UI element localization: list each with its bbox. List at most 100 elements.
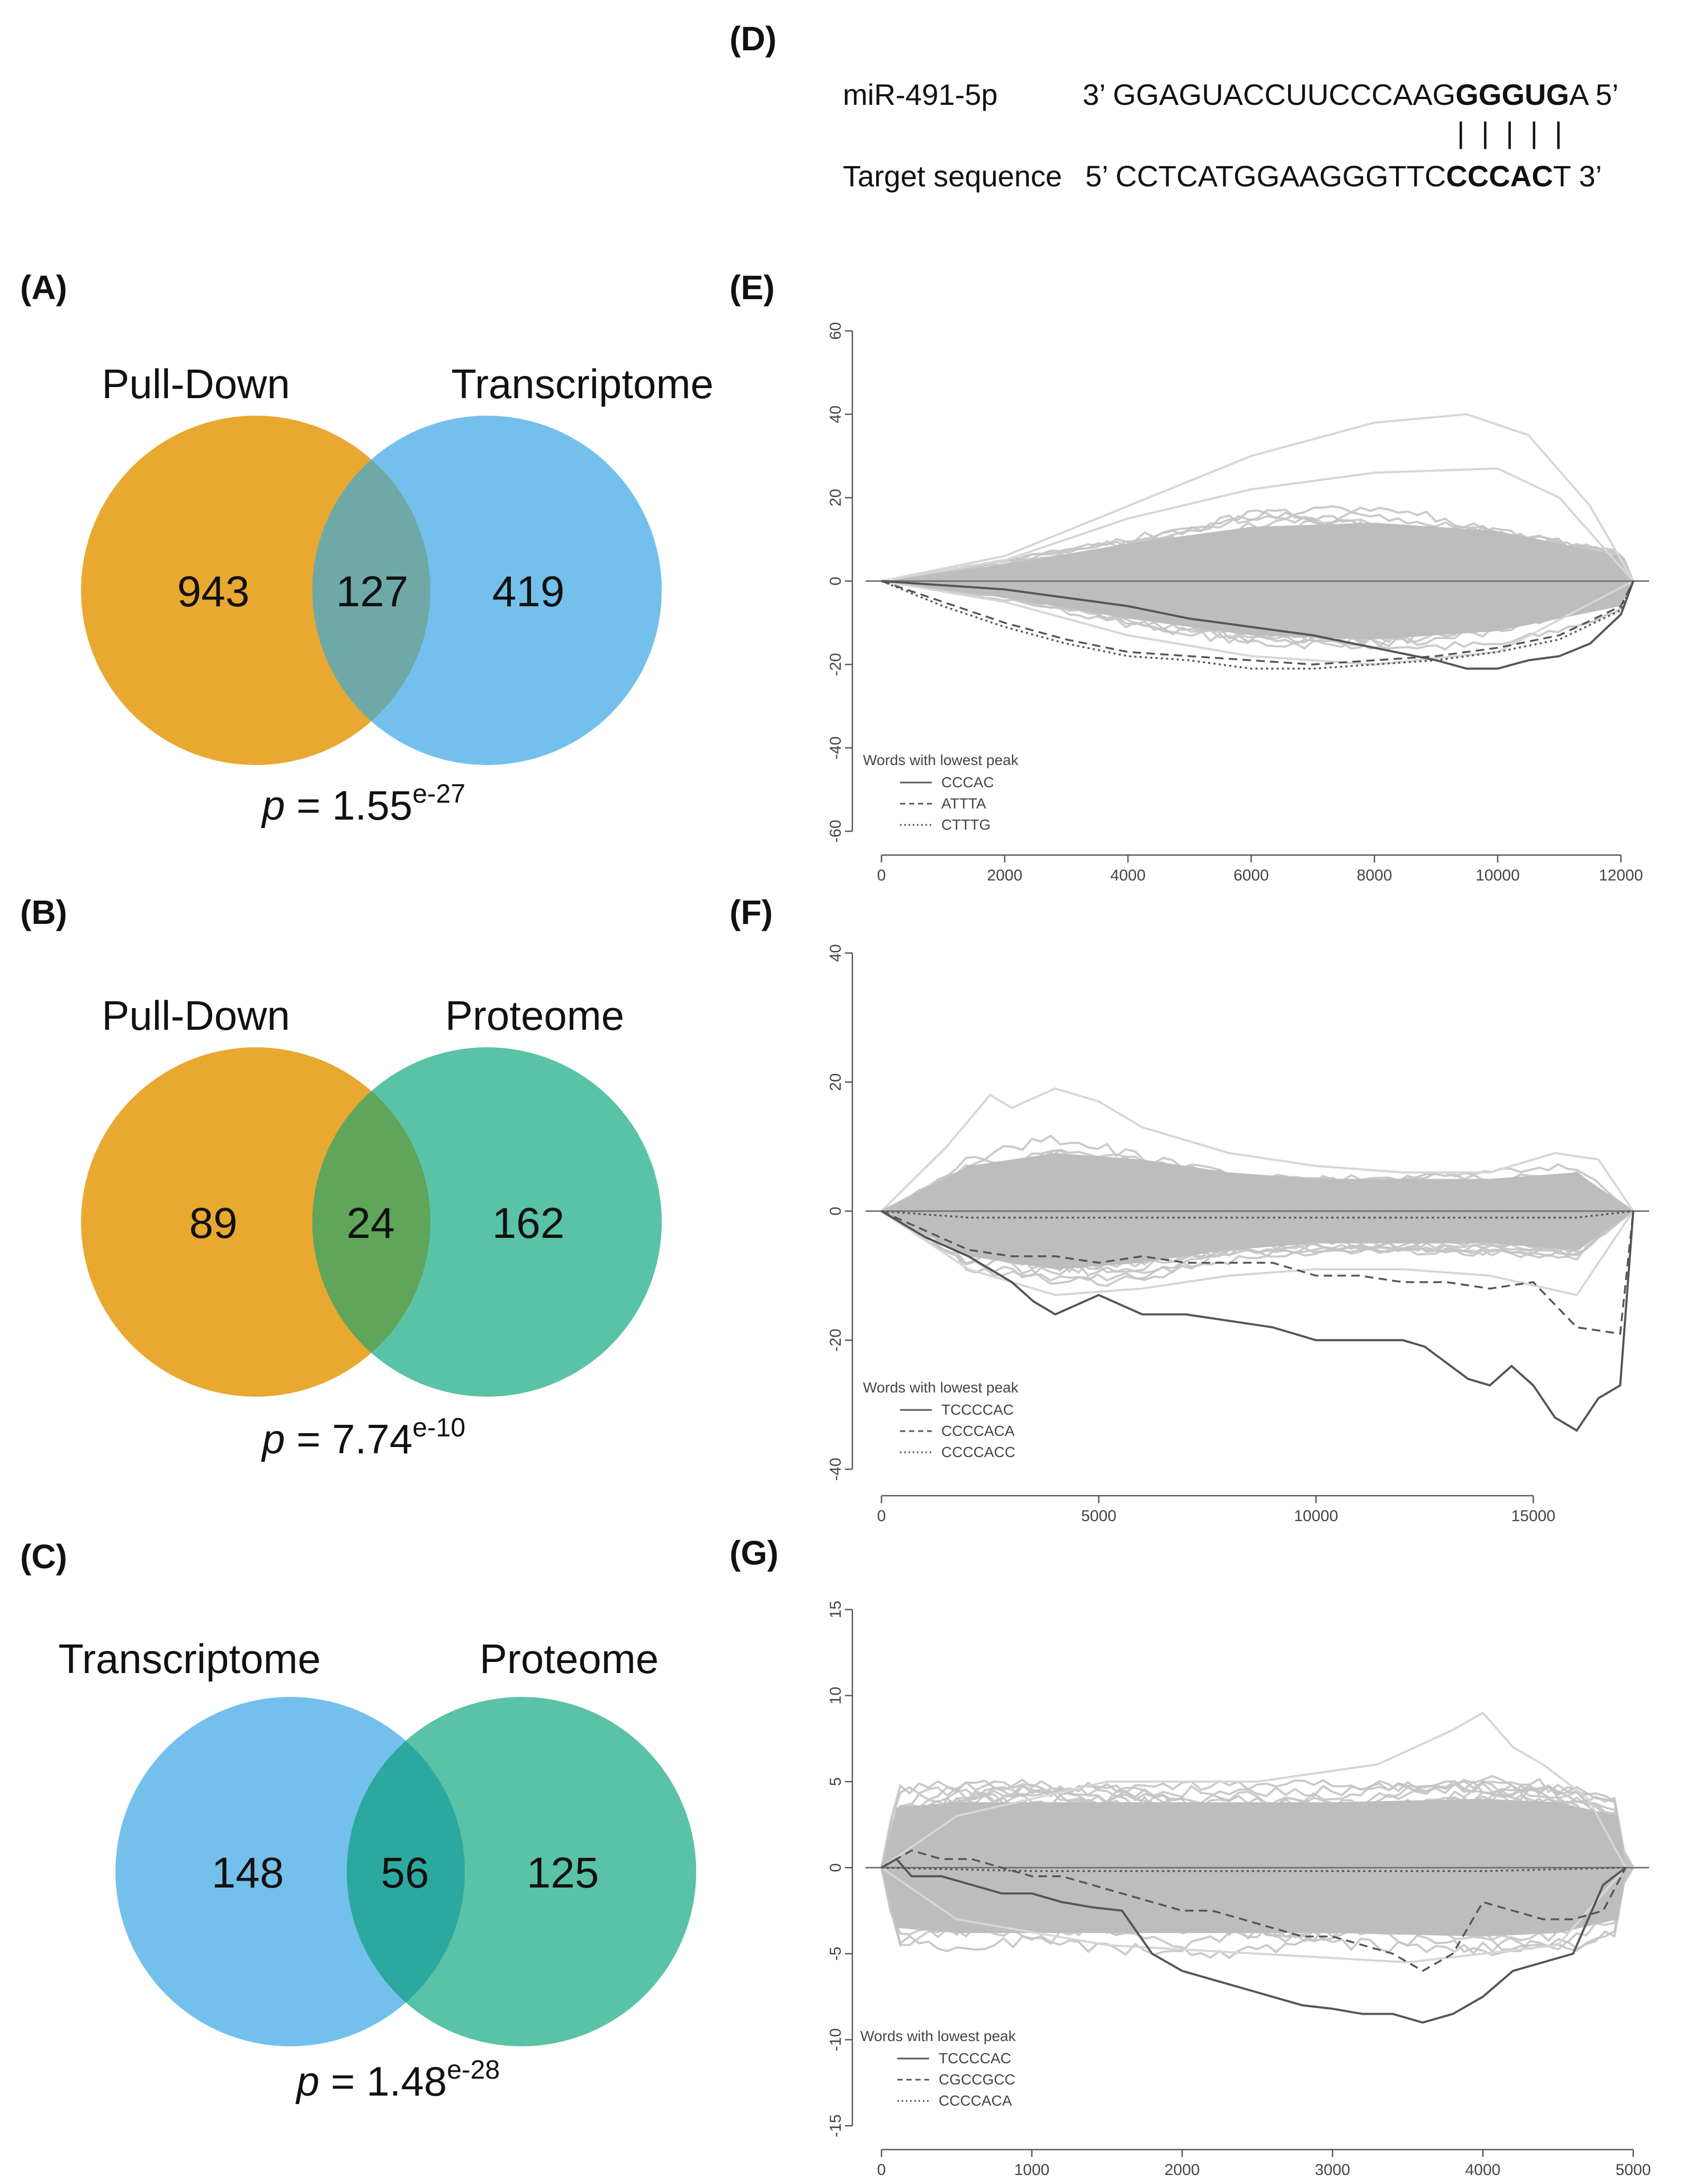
mirna-sequence: 3’ GGAGUACCUUCCCAAGGGGUGA 5’ xyxy=(1083,78,1618,111)
venn-c-right-label: Proteome xyxy=(480,1635,659,1682)
background-extreme-line xyxy=(880,1711,1627,1869)
x-tick-label: 5000 xyxy=(1081,1507,1117,1525)
running-sum-plot-e: (E) -60 -40 -20 0 20 40 60 0 2000 4000 6000 8000 100… xyxy=(730,268,1649,884)
series-line-tccccac xyxy=(881,1857,1627,2024)
venn-panel-a: (A) Pull-Down Transcriptome 943 127 419 … xyxy=(20,268,714,829)
venn-a-left-count: 943 xyxy=(177,568,250,616)
venn-panel-b: (B) Pull-Down Proteome 89 24 162 p = 7.7… xyxy=(20,893,662,1462)
series-line-tccccac xyxy=(880,1210,1634,1432)
x-tick-label: 8000 xyxy=(1357,867,1392,884)
venn-c-left-label: Transcriptome xyxy=(58,1635,321,1682)
target-name: Target sequence xyxy=(843,159,1062,193)
background-random-walks-f xyxy=(880,1087,1634,1297)
x-tick-label: 10000 xyxy=(1294,1507,1338,1525)
legend-entry: TCCCCAC xyxy=(941,1401,1014,1418)
series-line-attta xyxy=(881,580,1634,666)
series-line-ccccacc xyxy=(881,1210,1634,1219)
panel-label-c: (C) xyxy=(20,1538,67,1576)
seed-pairing-bars: | | | | | xyxy=(1457,116,1567,149)
y-tick-label: -60 xyxy=(827,820,844,842)
venn-c-right-count: 125 xyxy=(527,1849,599,1897)
x-tick-label: 0 xyxy=(877,2161,886,2179)
y-tick-label: 20 xyxy=(827,1073,844,1091)
venn-b-p-value: p = 7.74e-10 xyxy=(261,1413,465,1462)
series-line-ctttg xyxy=(881,580,1634,670)
y-tick-label: 40 xyxy=(827,944,844,961)
venn-panel-c: (C) Transcriptome Proteome 148 56 125 p … xyxy=(20,1538,696,2105)
panel-label-a: (A) xyxy=(20,268,67,307)
y-tick-label: 60 xyxy=(827,322,844,339)
mirna-name: miR-491-5p xyxy=(843,78,998,111)
legend-entry: TCCCCAC xyxy=(939,2050,1011,2066)
series-line-ccccaca xyxy=(881,1866,1626,1872)
background-random-walks-g xyxy=(880,1711,1634,1964)
y-tick-label: -40 xyxy=(827,1458,844,1480)
venn-c-p-value: p = 1.48e-28 xyxy=(295,2055,500,2105)
y-tick-label: 10 xyxy=(827,1687,844,1704)
y-tick-label: 5 xyxy=(827,1777,844,1786)
y-tick-label: 0 xyxy=(827,1863,844,1872)
venn-a-right-count: 419 xyxy=(492,568,565,616)
y-tick-label: 15 xyxy=(827,1601,844,1618)
y-tick-label: -20 xyxy=(827,653,844,676)
legend-f: Words with lowest peak TCCCCAC CCCCACA CCCC… xyxy=(863,1379,1019,1460)
legend-entry: CCCCACC xyxy=(941,1444,1015,1460)
y-tick-label: 20 xyxy=(827,489,844,506)
x-tick-label: 3000 xyxy=(1315,2161,1351,2179)
panel-label-g: (G) xyxy=(730,1534,778,1572)
venn-a-overlap-region xyxy=(312,459,430,722)
target-sequence: 5’ CCTCATGGAAGGGTTCCCCACT 3’ xyxy=(1085,159,1602,193)
venn-b-left-label: Pull-Down xyxy=(102,992,290,1039)
background-extreme-line xyxy=(880,1866,1627,1964)
panel-label-d: (D) xyxy=(730,20,777,58)
y-tick-label: 0 xyxy=(827,577,844,586)
legend-entry: CCCCACA xyxy=(939,2092,1012,2109)
x-tick-label: 4000 xyxy=(1465,2161,1501,2179)
background-extreme-line xyxy=(881,580,1634,666)
venn-a-p-value: p = 1.55e-27 xyxy=(261,779,465,829)
panel-label-f: (F) xyxy=(730,893,773,931)
venn-b-left-count: 89 xyxy=(189,1199,237,1247)
background-extreme-line xyxy=(881,467,1634,582)
background-extreme-line xyxy=(881,413,1634,582)
series-line-ccccaca xyxy=(881,1210,1634,1335)
x-tick-label: 0 xyxy=(877,1507,886,1525)
legend-entry: CGCCGCC xyxy=(939,2071,1015,2088)
legend-title: Words with lowest peak xyxy=(860,2028,1016,2044)
venn-a-right-label: Transcriptome xyxy=(451,361,714,407)
x-tick-label: 15000 xyxy=(1511,1507,1555,1525)
venn-c-left-count: 148 xyxy=(212,1849,284,1897)
series-line-cgccgcc xyxy=(881,1849,1627,1972)
y-tick-label: 40 xyxy=(827,406,844,423)
legend-e: Words with lowest peak CCCAC ATTTA CTTTG xyxy=(863,752,1019,833)
legend-title: Words with lowest peak xyxy=(863,1379,1019,1396)
y-tick-label: 0 xyxy=(827,1207,844,1216)
panel-label-e: (E) xyxy=(730,268,775,307)
venn-a-overlap-count: 127 xyxy=(336,568,409,616)
legend-entry: CCCAC xyxy=(941,774,994,790)
legend-entry: ATTTA xyxy=(941,795,986,812)
background-walk-line xyxy=(881,1210,1634,1282)
venn-c-overlap-count: 56 xyxy=(381,1849,429,1897)
series-line-cccac xyxy=(881,580,1634,670)
x-tick-label: 0 xyxy=(877,867,886,884)
y-tick-label: -15 xyxy=(827,2114,844,2137)
legend-entry: CTTTG xyxy=(941,816,991,833)
panel-label-b: (B) xyxy=(20,893,67,931)
y-tick-label: -40 xyxy=(827,736,844,759)
venn-b-right-count: 162 xyxy=(492,1199,565,1247)
x-tick-label: 2000 xyxy=(1165,2161,1200,2179)
venn-b-overlap-count: 24 xyxy=(346,1199,394,1247)
y-tick-label: -20 xyxy=(827,1329,844,1352)
venn-a-left-label: Pull-Down xyxy=(102,361,290,407)
legend-title: Words with lowest peak xyxy=(863,752,1019,768)
venn-b-right-label: Proteome xyxy=(445,992,624,1039)
x-tick-label: 5000 xyxy=(1616,2161,1651,2179)
running-sum-plot-f: (F) -40 -20 0 20 40 0 5000 10000 15000 Words with… xyxy=(730,893,1649,1525)
y-tick-label: -5 xyxy=(827,1947,844,1961)
x-tick-label: 10000 xyxy=(1475,867,1519,884)
running-sum-plot-g: (G) -15 -10 -5 0 5 10 15 0 1000 2000 3000 4000 5000 W… xyxy=(730,1534,1651,2179)
x-tick-label: 12000 xyxy=(1599,867,1643,884)
legend-g: Words with lowest peak TCCCCAC CGCCGCC CCCC… xyxy=(860,2028,1016,2109)
